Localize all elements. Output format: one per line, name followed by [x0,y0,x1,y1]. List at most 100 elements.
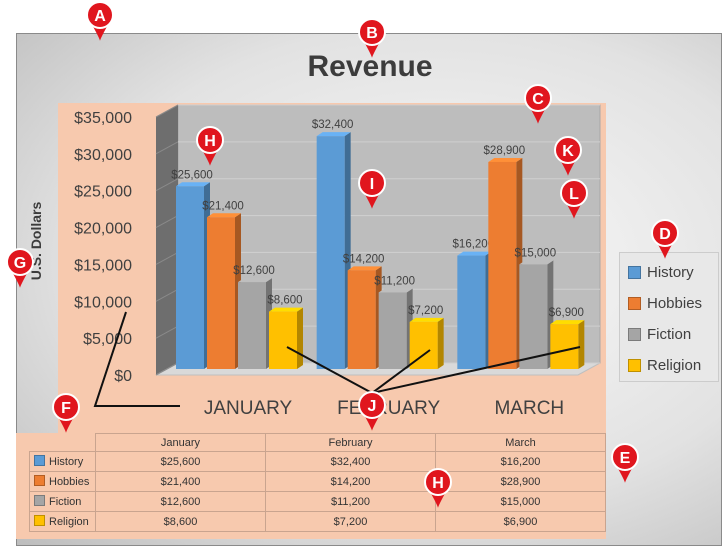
data-table-row-header: Hobbies [29,471,96,492]
data-label: $8,600 [267,295,302,307]
callout-marker [554,136,582,164]
callout-marker [651,219,679,247]
bar [176,186,204,369]
bar [347,270,376,369]
y-tick-label: $10,000 [74,294,132,311]
callout-marker [358,18,386,46]
data-label: $14,200 [343,253,385,265]
bar-top [347,266,382,271]
legend-key-swatch [34,455,45,466]
data-table-body: January February March History $25,600 $32,40… [29,433,606,532]
data-label: $21,400 [202,200,244,212]
data-table-row: Religion $8,600 $7,200 $6,900 [29,511,606,532]
data-table-row-header: Religion [29,511,96,532]
bar-top [550,320,585,325]
bar-top [207,213,241,218]
data-label: $11,200 [374,275,415,287]
legend-swatch [628,265,641,279]
callout-marker [52,393,80,421]
bar [269,311,297,369]
callout-marker [6,248,34,276]
data-table-row: History $25,600 $32,400 $16,200 [29,451,606,472]
callout-marker [86,1,114,29]
bar [550,324,579,369]
legend-item[interactable]: Religion [628,354,701,376]
bar-side [297,307,303,369]
bar-top [316,132,351,137]
data-table-row: Hobbies $21,400 $14,200 $28,900 [29,471,606,492]
data-table-cell: $8,600 [95,511,266,532]
bar-top [238,278,272,283]
y-tick-label: $25,000 [74,184,132,201]
data-label: $6,900 [549,307,584,319]
gridline-side [155,178,179,192]
leader-line-j [371,349,431,394]
data-table-cell: $7,200 [265,511,436,532]
bar [238,282,266,369]
data-label: $25,600 [171,169,213,181]
callout-letter: E [620,450,631,467]
bar [207,217,235,369]
y-tick-label: $20,000 [74,221,132,238]
data-label: $12,600 [233,265,275,277]
y-tick-label: $30,000 [74,147,132,164]
callout-marker [196,126,224,154]
leader-line-f [93,311,180,407]
callout-marker [524,84,552,112]
gridline-side [155,288,179,302]
bar [488,161,517,369]
callout-letter: J [368,398,377,415]
callout-letter: G [14,255,26,272]
callout-marker [358,169,386,197]
legend-item[interactable]: History [628,261,694,283]
callout-letter: D [659,226,671,243]
legend-item[interactable]: Fiction [628,323,691,345]
data-label: $7,200 [408,305,443,317]
bar-top [519,260,554,265]
gridline-side [155,141,179,155]
y-tick-label: $5,000 [83,331,132,348]
leader-line-j [371,346,581,394]
callout-letter: L [569,186,579,203]
data-label: $15,000 [515,247,557,259]
bar [378,292,407,369]
data-table-row-label: Hobbies [49,476,90,488]
bar-top [378,288,413,293]
callout-letter: A [94,8,106,25]
bar-side [578,320,585,369]
callout-marker [424,468,452,496]
bar-top [176,182,210,187]
data-table-column-header: February [265,433,436,452]
data-table-row-label: Fiction [49,496,82,508]
legend-item[interactable]: Hobbies [628,292,702,314]
gridline-side [155,362,179,376]
callout-letter: K [562,143,574,160]
gridline-side [155,104,179,118]
legend-label: Fiction [647,325,692,343]
callout-marker [358,391,386,419]
legend-key-swatch [34,515,45,526]
callout-letter: F [61,400,71,417]
data-table-cell: $32,400 [265,451,436,472]
callout-marker [611,443,639,471]
leader-line-j [286,346,373,394]
bar-top [457,251,492,256]
legend-key-swatch [34,475,45,486]
bar-side [437,317,444,369]
bar [457,255,486,369]
legend-swatch [628,358,641,372]
data-table[interactable]: January February March History $25,600 $32,40… [29,433,606,532]
legend[interactable]: History Hobbies Fiction Religion [619,252,719,382]
legend-label: History [647,263,694,281]
chart-title[interactable]: Revenue [307,50,433,83]
callout-letter: I [370,176,374,193]
callout-letter: C [532,91,544,108]
legend-swatch [628,296,641,310]
data-table-cell: $6,900 [435,511,606,532]
data-label: $32,400 [312,119,354,131]
data-table-row-label: Religion [49,516,89,528]
gridline-side [155,325,179,339]
gridline-side [155,251,179,265]
y-tick-label: $0 [114,368,132,385]
data-table-header-row: January February March [30,433,606,452]
